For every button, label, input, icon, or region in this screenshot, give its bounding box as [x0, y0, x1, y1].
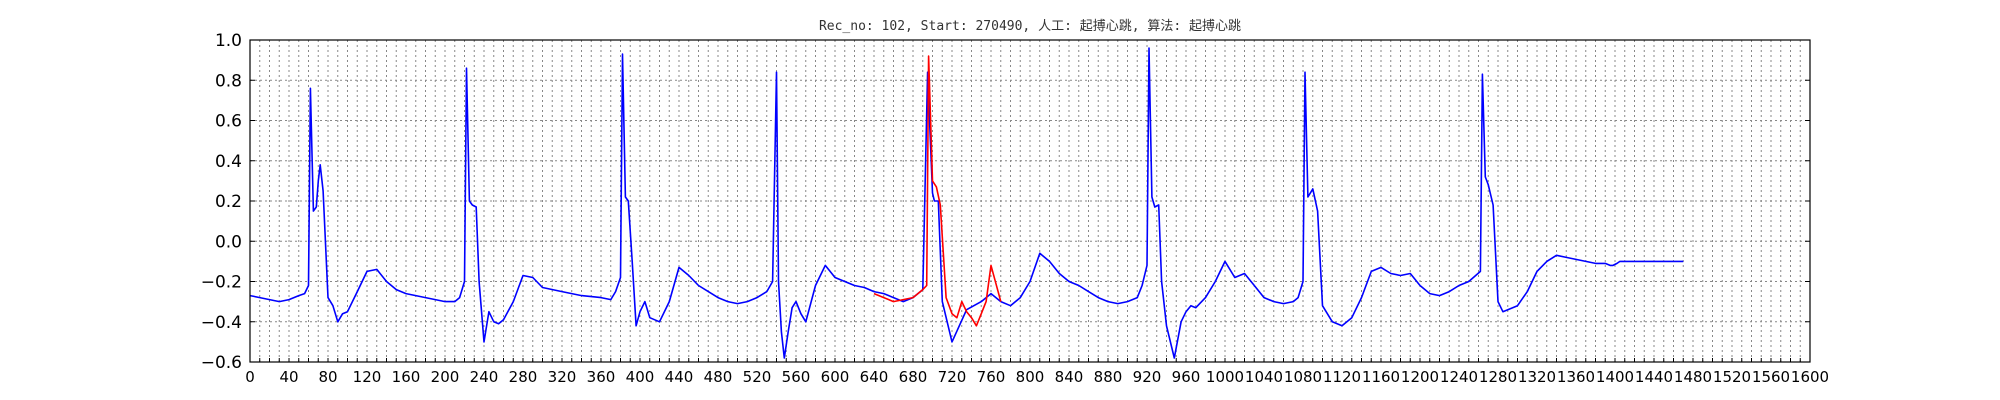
- x-tick-label: 1080: [1284, 368, 1322, 386]
- chart-title: Rec_no: 102, Start: 270490, 人工: 起搏心跳, 算法…: [819, 18, 1241, 34]
- x-tick-label: 1160: [1362, 368, 1400, 386]
- x-tick-label: 1200: [1401, 368, 1439, 386]
- y-tick-label: 1.0: [215, 31, 242, 51]
- x-tick-label: 880: [1094, 368, 1123, 386]
- y-tick-label: −0.2: [201, 273, 242, 293]
- ecg-series-line: [873, 55, 1002, 327]
- x-tick-label: 600: [821, 368, 850, 386]
- x-tick-label: 1280: [1479, 368, 1517, 386]
- x-tick-label: 360: [587, 368, 616, 386]
- y-tick-label: 0.0: [215, 232, 242, 252]
- x-tick-label: 1320: [1518, 368, 1556, 386]
- x-tick-label: 400: [626, 368, 655, 386]
- y-tick-label: 0.8: [215, 71, 242, 91]
- x-tick-label: 160: [392, 368, 421, 386]
- y-tick-label: 0.2: [215, 192, 242, 212]
- x-tick-label: 480: [704, 368, 733, 386]
- y-tick-label: 0.6: [215, 112, 242, 132]
- x-tick-label: 1000: [1206, 368, 1244, 386]
- x-axis-ticks: 0 40 80 120 160 200 240 280 320 360 400 440 480 520 56…: [245, 358, 1829, 386]
- y-tick-label: −0.6: [201, 353, 242, 373]
- x-tick-label: 200: [431, 368, 460, 386]
- x-tick-label: 920: [1133, 368, 1162, 386]
- x-tick-label: 240: [470, 368, 499, 386]
- x-tick-label: 840: [1055, 368, 1084, 386]
- y-axis-ticks: −0.6 −0.4 −0.2 0.0 0.2 0.4 0.6 0.8 1.0: [201, 31, 1810, 373]
- plot-frame: [249, 39, 1811, 363]
- x-tick-label: 1480: [1674, 368, 1712, 386]
- x-tick-label: 40: [279, 368, 298, 386]
- x-tick-label: 320: [548, 368, 577, 386]
- x-tick-label: 760: [977, 368, 1006, 386]
- y-tick-label: 0.4: [215, 152, 242, 172]
- x-tick-label: 960: [1172, 368, 1201, 386]
- x-tick-label: 1400: [1596, 368, 1634, 386]
- x-tick-label: 1040: [1245, 368, 1283, 386]
- x-tick-label: 520: [743, 368, 772, 386]
- x-tick-label: 720: [938, 368, 967, 386]
- x-tick-label: 640: [860, 368, 889, 386]
- x-tick-label: 1240: [1440, 368, 1478, 386]
- x-tick-label: 0: [245, 368, 255, 386]
- x-tick-label: 80: [318, 368, 337, 386]
- x-tick-label: 120: [353, 368, 382, 386]
- ecg-series-line: [249, 53, 1002, 359]
- x-tick-label: 1560: [1752, 368, 1790, 386]
- x-tick-label: 1520: [1713, 368, 1751, 386]
- x-tick-label: 560: [782, 368, 811, 386]
- x-tick-label: 680: [899, 368, 928, 386]
- x-tick-label: 1360: [1557, 368, 1595, 386]
- x-tick-label: 800: [1016, 368, 1045, 386]
- grid-lines: [250, 40, 1810, 362]
- x-tick-label: 1120: [1323, 368, 1361, 386]
- series-lines: [249, 47, 1684, 359]
- ecg-series-line: [1000, 47, 1684, 359]
- x-tick-label: 440: [665, 368, 694, 386]
- x-tick-label: 1440: [1635, 368, 1673, 386]
- x-tick-label: 1600: [1791, 368, 1829, 386]
- x-tick-label: 280: [509, 368, 538, 386]
- y-tick-label: −0.4: [201, 313, 242, 333]
